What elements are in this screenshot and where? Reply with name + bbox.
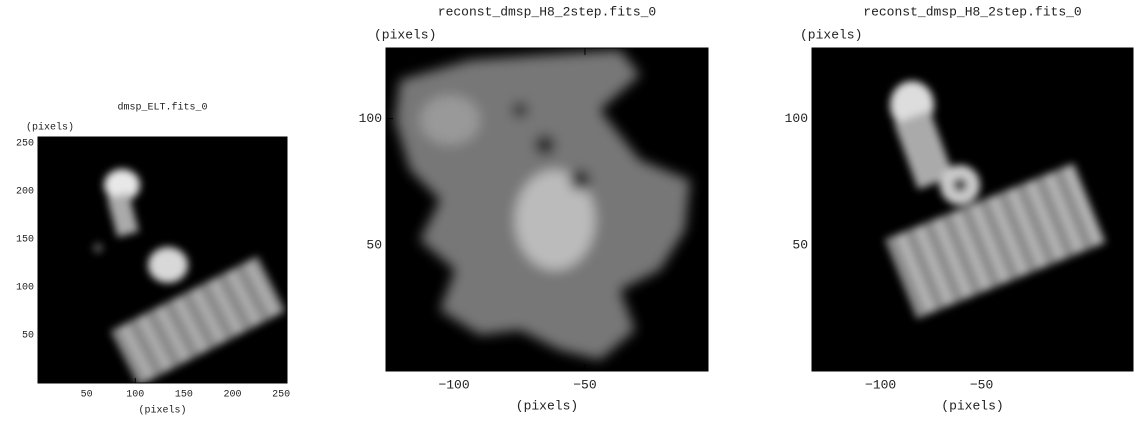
x-tick-label: 50 <box>81 390 93 401</box>
y-tick-label: 50 <box>792 237 808 252</box>
y-tick-label: 150 <box>16 235 34 246</box>
x-tick-label: −50 <box>573 378 596 393</box>
image-3 <box>812 48 1133 371</box>
x-tick-label: 100 <box>126 390 144 401</box>
x-tick-label: −50 <box>970 378 993 393</box>
x-tick-label: 200 <box>224 390 242 401</box>
y-tick-label: 100 <box>359 111 382 126</box>
x-tick-label: 250 <box>272 390 290 401</box>
y-axis-label: (pixels) <box>374 27 436 42</box>
y-tick-label: 100 <box>785 111 808 126</box>
y-axis-label: (pixels) <box>800 27 862 42</box>
image-2 <box>386 48 708 371</box>
image-1 <box>38 137 287 386</box>
figure: dmsp_ELT.fits_0 (pixels) (pixels) 50 100 150 2… <box>0 0 1135 424</box>
x-axis-label: (pixels) <box>138 405 186 417</box>
y-tick-label: 50 <box>366 237 382 252</box>
x-axis-label: (pixels) <box>516 399 578 414</box>
x-tick-label: 150 <box>175 390 193 401</box>
y-tick-label: 100 <box>16 283 34 294</box>
panel-title: dmsp_ELT.fits_0 <box>117 102 207 114</box>
y-tick-label: 250 <box>16 138 34 149</box>
x-tick-label: −100 <box>865 378 896 393</box>
x-axis-label: (pixels) <box>941 399 1003 414</box>
panel-title: reconst_dmsp_H8_2step.fits_0 <box>863 4 1081 19</box>
y-axis-label: (pixels) <box>26 122 74 134</box>
y-tick-label: 50 <box>22 331 34 342</box>
x-tick-label: −100 <box>438 378 469 393</box>
panel-title: reconst_dmsp_H8_2step.fits_0 <box>438 4 656 19</box>
y-tick-label: 200 <box>16 186 34 197</box>
